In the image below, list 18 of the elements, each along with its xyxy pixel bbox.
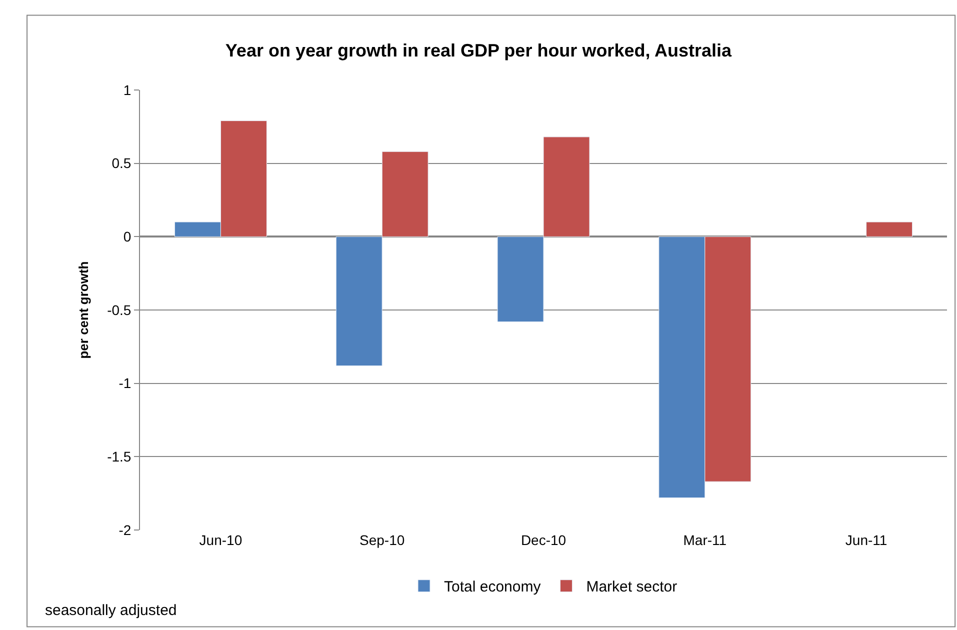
x-tick-label: Sep-10 — [360, 532, 405, 548]
y-tick-label: 1 — [123, 82, 132, 98]
x-tick-label: Mar-11 — [683, 532, 727, 548]
x-tick-label: Dec-10 — [520, 532, 566, 548]
y-axis-title: per cent growth — [76, 261, 92, 359]
y-tick-label: -1 — [118, 375, 132, 392]
legend-label: Market sector — [586, 578, 678, 596]
y-tick-label: -2 — [118, 522, 132, 538]
y-tick-label: -1.5 — [107, 448, 132, 465]
x-tick-label: Jun-10 — [199, 532, 242, 548]
y-tick-label: 0.5 — [112, 155, 132, 172]
legend-label: Total economy — [444, 578, 542, 596]
y-tick-label: 0 — [123, 228, 132, 245]
bar — [866, 222, 913, 237]
chart-title: Year on year growth in real GDP per hour worked, Australia — [225, 40, 733, 61]
text: seasonally adjusted — [45, 602, 177, 619]
x-tick-label: Jun-11 — [845, 532, 888, 548]
y-tick-label: -0.5 — [107, 302, 132, 318]
